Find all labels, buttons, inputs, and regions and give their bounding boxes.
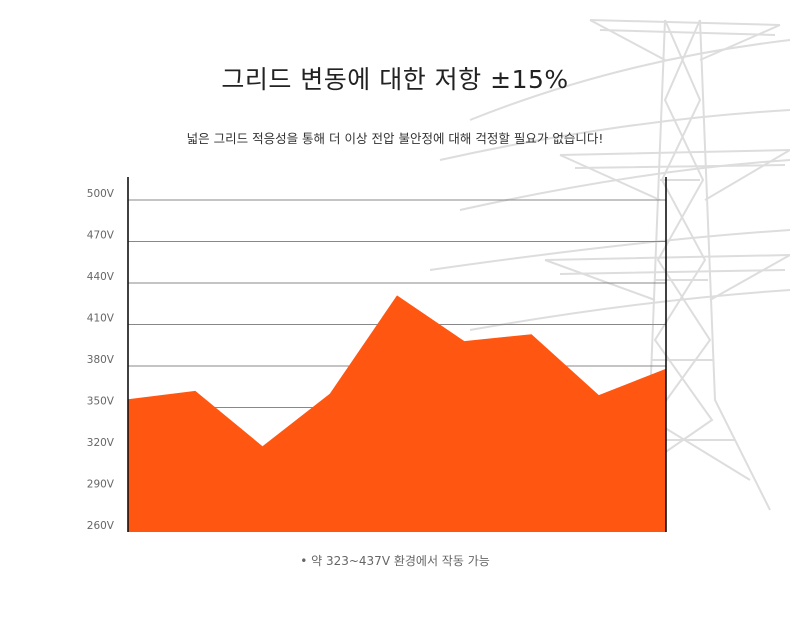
chart-subtitle: 넓은 그리드 적응성을 통해 더 이상 전압 불안정에 대해 걱정할 필요가 없…	[186, 131, 604, 146]
y-tick-label: 470V	[87, 230, 115, 242]
y-tick-label: 320V	[87, 437, 115, 449]
y-tick-label: 290V	[87, 479, 115, 491]
y-tick-label: 440V	[87, 271, 115, 283]
series-area	[128, 295, 666, 532]
y-tick-label: 260V	[87, 520, 115, 532]
y-tick-label: 410V	[87, 313, 115, 325]
footnote: • 약 323~437V 환경에서 작동 가능	[300, 554, 490, 568]
chart-title: 그리드 변동에 대한 저항 ±15%	[221, 65, 569, 94]
y-tick-label: 350V	[87, 396, 115, 408]
y-tick-label: 500V	[87, 188, 115, 200]
y-axis-ticks: 500V 470V 440V 410V 380V 350V 320V 290V 260V	[87, 188, 115, 532]
y-tick-label: 380V	[87, 354, 115, 366]
